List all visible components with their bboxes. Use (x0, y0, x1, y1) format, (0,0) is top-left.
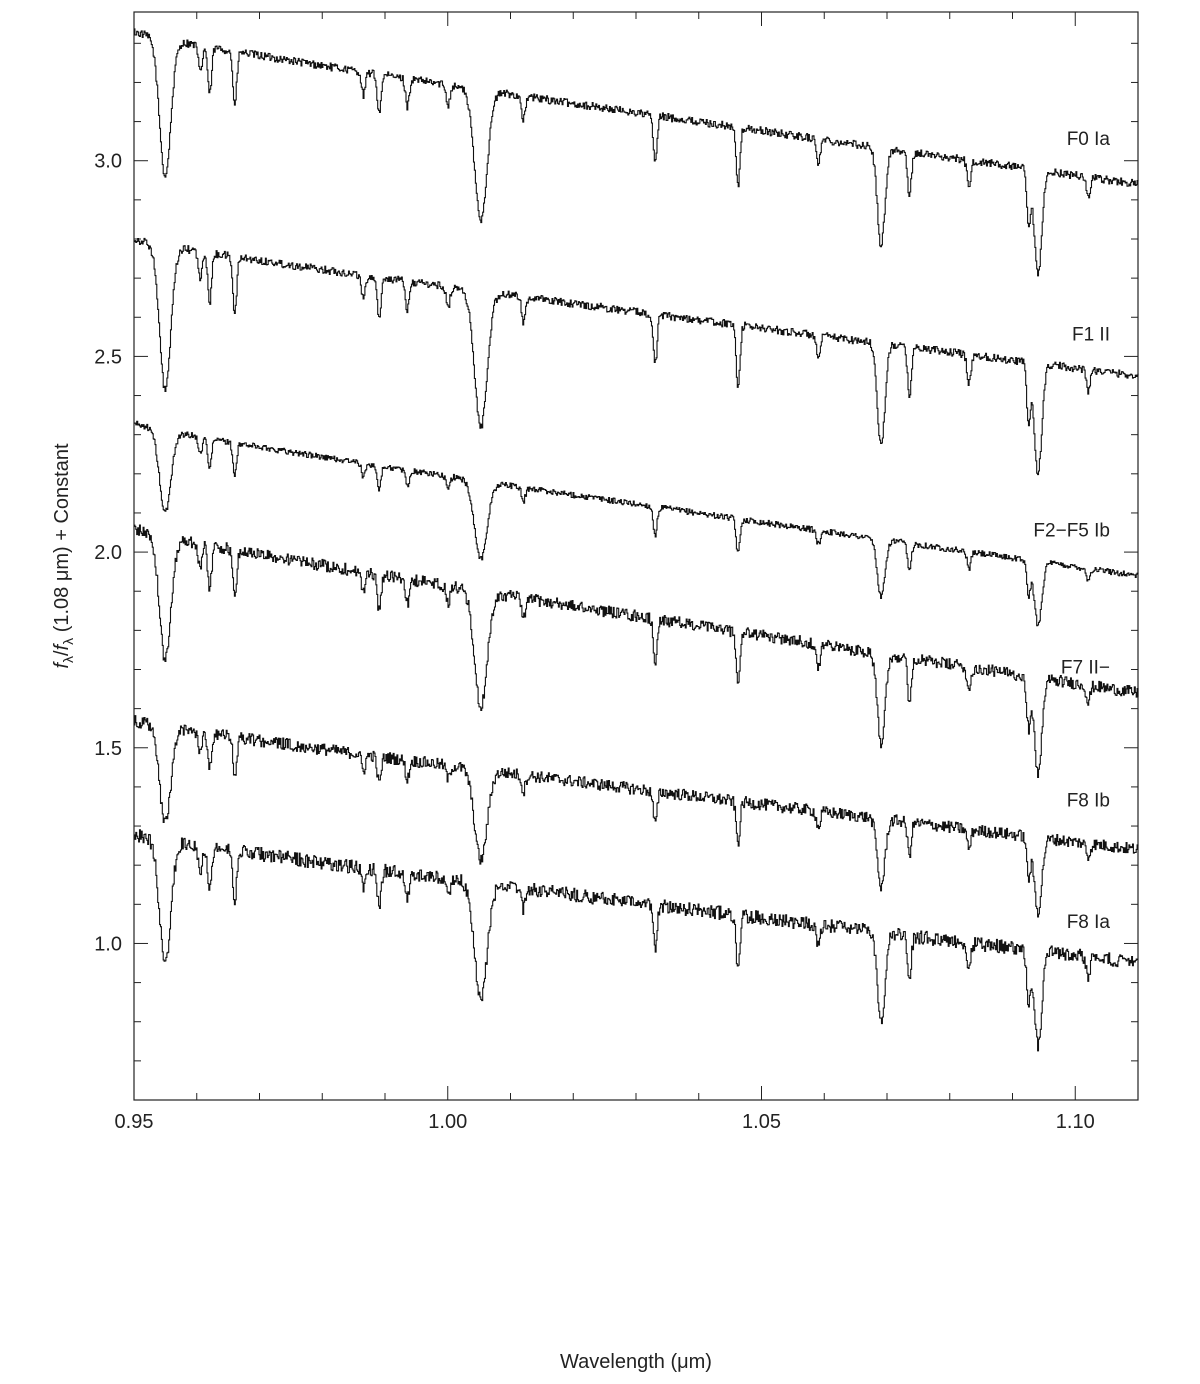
y-tick-label: 1.5 (94, 738, 122, 760)
y-label-f2: f (51, 642, 73, 650)
series-label: F8 Ia (1067, 912, 1111, 933)
spectrum-line (134, 28, 1139, 277)
y-tick-label: 2.5 (94, 346, 122, 368)
series-label: F1 II (1072, 325, 1110, 346)
series-label: F2−F5 Ib (1033, 520, 1110, 541)
spectrum-line (134, 237, 1139, 476)
series-label-layer: F0 Ia F1 II F2−F5 Ib F7 II− F8 Ib F8 Ia (1033, 129, 1110, 933)
series-label: F7 II− (1061, 657, 1110, 678)
spectrum-line (134, 524, 1139, 779)
y-tick-label: 1.0 (94, 933, 122, 955)
spectrum-line (134, 715, 1139, 918)
y-label-sub2: λ (60, 638, 76, 645)
x-axis-ticks: 0.95 1.00 1.05 1.10 (115, 12, 1139, 1133)
series-layer (134, 28, 1139, 1052)
y-label-slash: / (51, 650, 73, 656)
x-tick-label: 1.10 (1056, 1111, 1095, 1133)
y-axis-label: fλ/fλ (1.08 μm) + Constant (51, 443, 76, 669)
x-tick-label: 0.95 (115, 1111, 154, 1133)
y-tick-label: 3.0 (94, 151, 122, 173)
series-label: F8 Ib (1067, 790, 1110, 811)
y-label-rest: (1.08 μm) + Constant (51, 443, 73, 638)
series-label: F0 Ia (1067, 129, 1111, 150)
spectrum-line (134, 829, 1138, 1052)
x-tick-label: 1.00 (428, 1111, 467, 1133)
y-axis-ticks: 1.0 1.5 2.0 2.5 3.0 (94, 42, 1138, 1062)
x-axis-label: Wavelength (μm) (560, 1351, 712, 1373)
spectrum-line (134, 420, 1139, 627)
y-tick-label: 2.0 (94, 542, 122, 564)
y-label-sub1: λ (60, 656, 76, 663)
plot-frame (133, 11, 1139, 1101)
x-tick-label: 1.05 (742, 1111, 781, 1133)
y-label-f1: f (51, 661, 73, 669)
